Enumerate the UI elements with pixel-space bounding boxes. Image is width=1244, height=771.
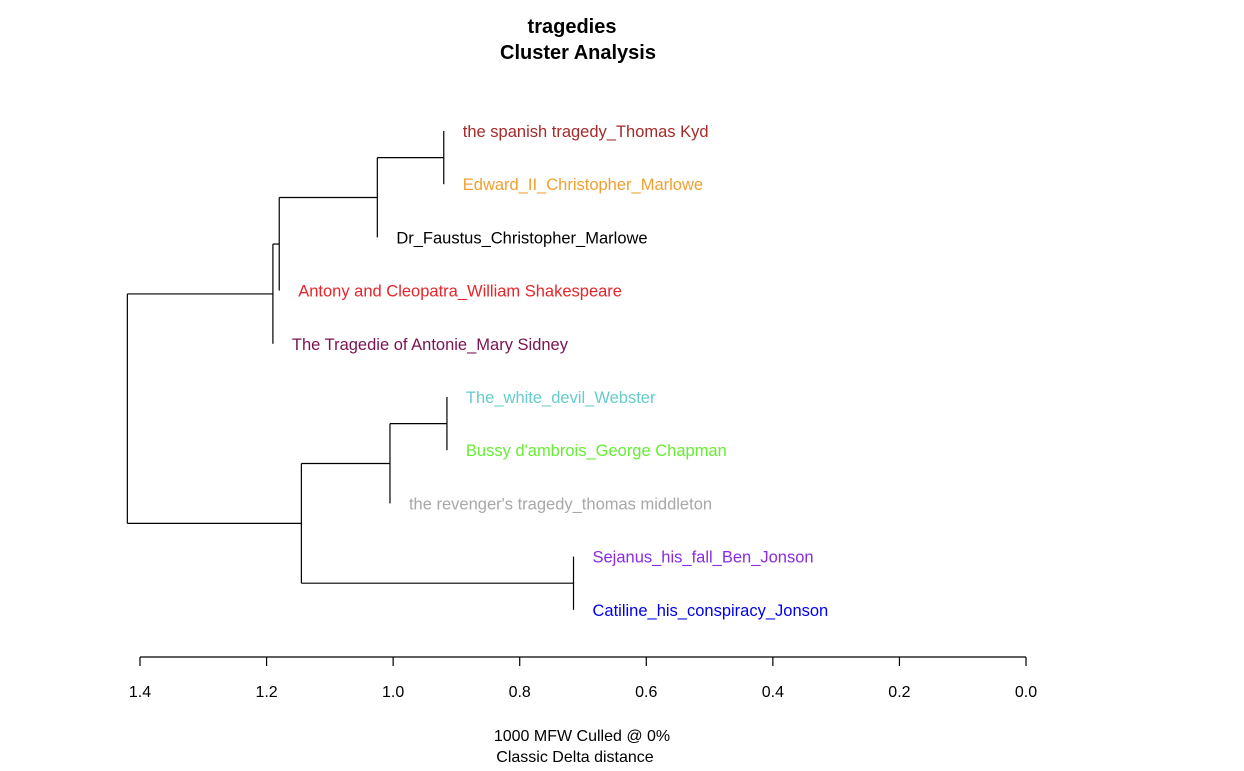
leaf-labels: the spanish tragedy_Thomas Kyd Edward_II_… [292,123,828,620]
x-tick-label-6: 0.2 [888,684,910,701]
chart-title: tragedies [528,16,617,38]
x-tick-label-7: 0.0 [1015,684,1037,701]
x-tick-label-1: 1.2 [255,684,277,701]
leaf-label-antony: Antony and Cleopatra_William Shakespeare [298,283,622,301]
x-axis: 1.4 1.2 1.0 0.8 0.6 0.4 0.2 0.0 [129,656,1037,701]
leaf-label-revenger: the revenger's tragedy_thomas middleton [409,495,712,513]
x-tick-label-2: 1.0 [382,684,404,701]
x-tick-label-4: 0.6 [635,684,657,701]
leaf-label-sejanus: Sejanus_his_fall_Ben_Jonson [593,549,814,567]
chart-subtitle: Cluster Analysis [500,42,656,64]
x-tick-label-5: 0.4 [762,684,784,701]
x-tick-label-0: 1.4 [129,684,151,701]
x-tick-label-3: 0.8 [509,684,531,701]
x-axis-label-distance: Classic Delta distance [496,749,654,766]
leaf-label-antonie: The Tragedie of Antonie_Mary Sidney [292,336,569,354]
leaf-label-catiline: Catiline_his_conspiracy_Jonson [593,602,829,620]
leaf-label-whitedevil: The_white_devil_Webster [466,389,656,407]
leaf-label-kyd: the spanish tragedy_Thomas Kyd [463,123,709,141]
leaf-label-bussy: Bussy d'ambrois_George Chapman [466,442,727,460]
dendrogram-branches [126,131,575,610]
leaf-label-faustus: Dr_Faustus_Christopher_Marlowe [396,229,647,247]
x-axis-label-mfw: 1000 MFW Culled @ 0% [494,728,670,745]
leaf-label-edward: Edward_II_Christopher_Marlowe [463,176,703,194]
